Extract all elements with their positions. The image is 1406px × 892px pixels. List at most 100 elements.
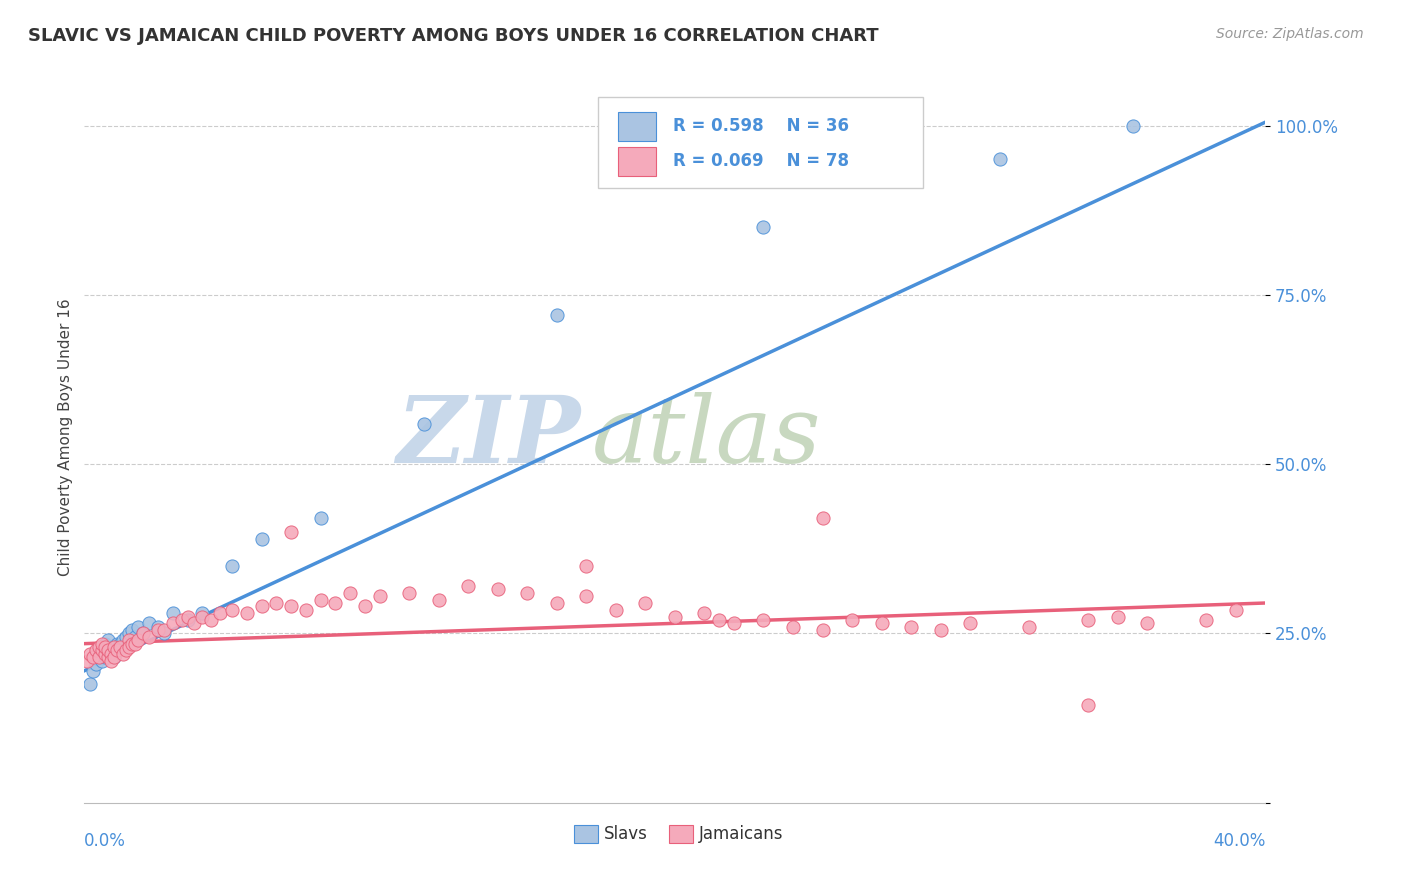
Point	[221, 603, 243, 617]
Point	[752, 220, 775, 235]
Point	[148, 623, 170, 637]
Point	[575, 558, 598, 573]
Point	[100, 654, 122, 668]
Point	[1018, 620, 1040, 634]
Point	[87, 650, 111, 665]
Point	[105, 637, 128, 651]
Point	[191, 606, 214, 620]
FancyBboxPatch shape	[598, 97, 922, 188]
Point	[221, 558, 243, 573]
Point	[100, 647, 122, 661]
Point	[114, 630, 136, 644]
Point	[111, 633, 134, 648]
Point	[191, 609, 214, 624]
Point	[138, 630, 160, 644]
Point	[250, 599, 273, 614]
Point	[79, 677, 101, 691]
Point	[1107, 609, 1129, 624]
Bar	[619, 112, 657, 141]
Point	[170, 613, 193, 627]
Point	[105, 643, 128, 657]
Point	[82, 664, 104, 678]
Point	[413, 417, 436, 431]
Point	[693, 606, 716, 620]
Point	[124, 630, 146, 644]
Point	[900, 620, 922, 634]
Point	[148, 620, 170, 634]
Point	[959, 616, 981, 631]
Point	[94, 647, 117, 661]
Point	[250, 532, 273, 546]
Point	[368, 589, 391, 603]
Text: Source: ZipAtlas.com: Source: ZipAtlas.com	[1216, 27, 1364, 41]
Point	[84, 643, 107, 657]
Point	[127, 620, 149, 634]
Point	[339, 586, 361, 600]
Point	[118, 633, 141, 648]
Point	[91, 654, 114, 668]
Point	[94, 650, 117, 665]
Point	[398, 586, 420, 600]
Y-axis label: Child Poverty Among Boys Under 16: Child Poverty Among Boys Under 16	[58, 298, 73, 576]
Point	[153, 626, 176, 640]
Point	[575, 589, 598, 603]
Point	[94, 640, 117, 654]
Point	[516, 586, 538, 600]
Point	[121, 637, 143, 651]
Point	[709, 613, 731, 627]
Point	[100, 647, 122, 661]
Point	[325, 596, 347, 610]
Point	[295, 603, 318, 617]
Point	[97, 647, 120, 661]
Point	[132, 626, 155, 640]
Point	[1077, 613, 1099, 627]
Point	[870, 616, 893, 631]
Text: Slavs: Slavs	[605, 825, 648, 843]
Point	[634, 596, 657, 610]
Point	[153, 623, 176, 637]
Point	[118, 640, 141, 654]
Point	[177, 609, 200, 624]
Point	[121, 623, 143, 637]
Point	[97, 650, 120, 665]
Text: atlas: atlas	[592, 392, 821, 482]
Point	[97, 643, 120, 657]
Point	[811, 623, 834, 637]
Point	[752, 613, 775, 627]
Text: SLAVIC VS JAMAICAN CHILD POVERTY AMONG BOYS UNDER 16 CORRELATION CHART: SLAVIC VS JAMAICAN CHILD POVERTY AMONG B…	[28, 27, 879, 45]
Point	[127, 633, 149, 648]
Text: 40.0%: 40.0%	[1213, 832, 1265, 850]
Point	[841, 613, 863, 627]
Text: 0.0%: 0.0%	[84, 832, 127, 850]
Point	[1077, 698, 1099, 712]
Point	[929, 623, 952, 637]
Point	[87, 640, 111, 654]
Point	[87, 650, 111, 665]
Point	[266, 596, 288, 610]
Point	[162, 616, 184, 631]
Point	[108, 637, 131, 651]
Point	[103, 640, 125, 654]
Point	[108, 640, 131, 654]
Point	[354, 599, 377, 614]
Point	[103, 650, 125, 665]
Point	[79, 647, 101, 661]
Point	[114, 643, 136, 657]
Point	[111, 647, 134, 661]
Point	[76, 654, 98, 668]
Point	[988, 153, 1011, 167]
Bar	[669, 825, 693, 843]
Text: Jamaicans: Jamaicans	[699, 825, 783, 843]
Point	[1136, 616, 1159, 631]
Point	[97, 633, 120, 648]
Point	[91, 637, 114, 651]
Point	[280, 524, 302, 539]
Point	[84, 657, 107, 671]
Point	[82, 650, 104, 665]
Point	[124, 637, 146, 651]
Point	[183, 616, 205, 631]
Point	[457, 579, 479, 593]
Point	[811, 511, 834, 525]
Text: R = 0.598    N = 36: R = 0.598 N = 36	[672, 117, 848, 136]
Point	[209, 606, 232, 620]
